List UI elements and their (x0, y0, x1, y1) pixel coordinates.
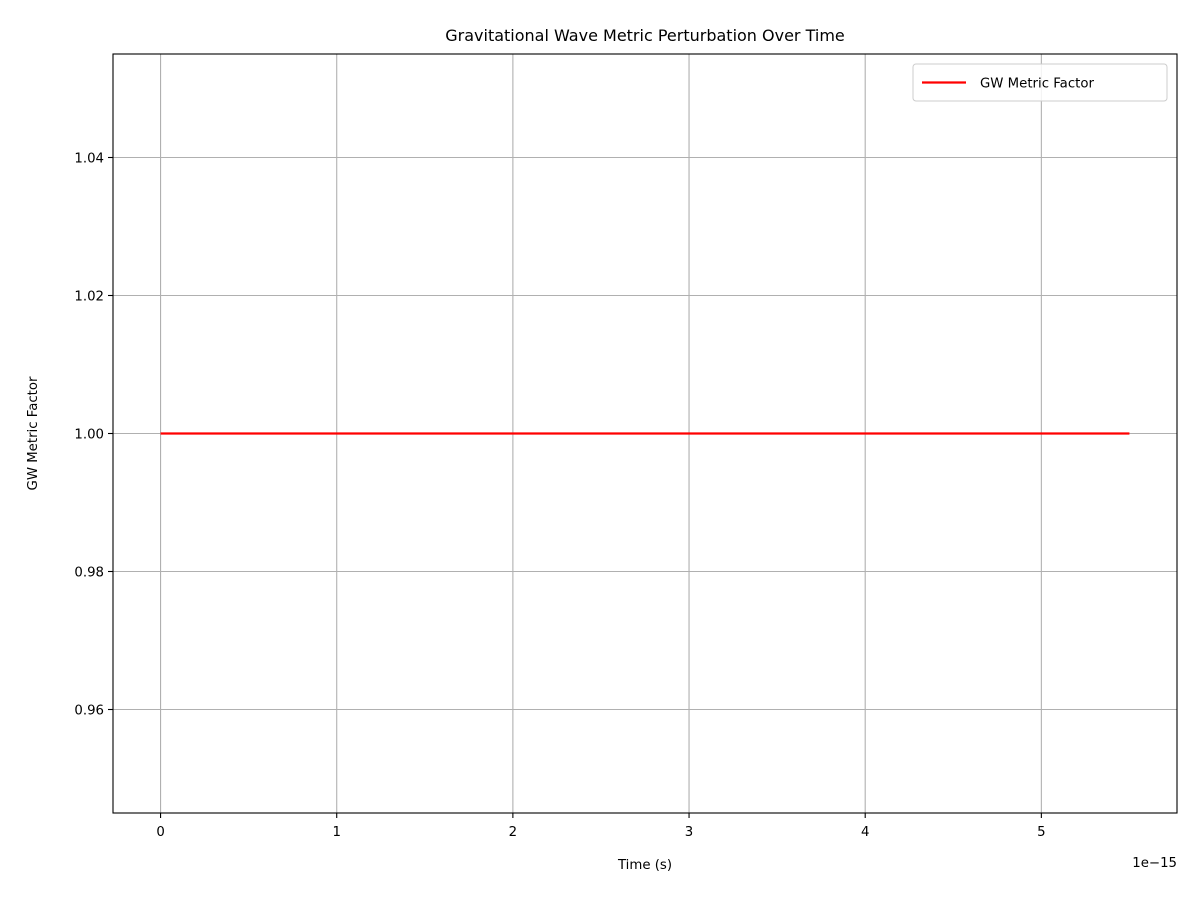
y-tick-label: 0.96 (74, 704, 104, 719)
x-tick-label: 4 (861, 825, 869, 840)
x-tick-label: 3 (685, 825, 693, 840)
legend: GW Metric Factor (912, 63, 1168, 102)
chart-title: Gravitational Wave Metric Perturbation O… (445, 26, 845, 45)
x-tick-label: 1 (332, 825, 340, 840)
x-axis-title: Time (s) (617, 858, 672, 873)
x-axis-offset-label: 1e−15 (1132, 856, 1177, 871)
x-tick-label: 5 (1037, 825, 1045, 840)
legend-box (912, 63, 1168, 102)
y-axis-title: GW Metric Factor (26, 376, 41, 490)
y-tick-label: 0.98 (74, 566, 104, 581)
y-tick-label: 1.04 (74, 152, 104, 167)
y-tick-label: 1.00 (74, 428, 104, 443)
x-tick-label: 0 (156, 825, 164, 840)
tick-layer: 0 1 2 3 4 5 0.96 0.98 1.00 1.02 1.04 (74, 152, 1045, 841)
x-tick-label: 2 (509, 825, 517, 840)
y-tick-label: 1.02 (74, 290, 104, 305)
legend-label: GW Metric Factor (980, 77, 1094, 92)
